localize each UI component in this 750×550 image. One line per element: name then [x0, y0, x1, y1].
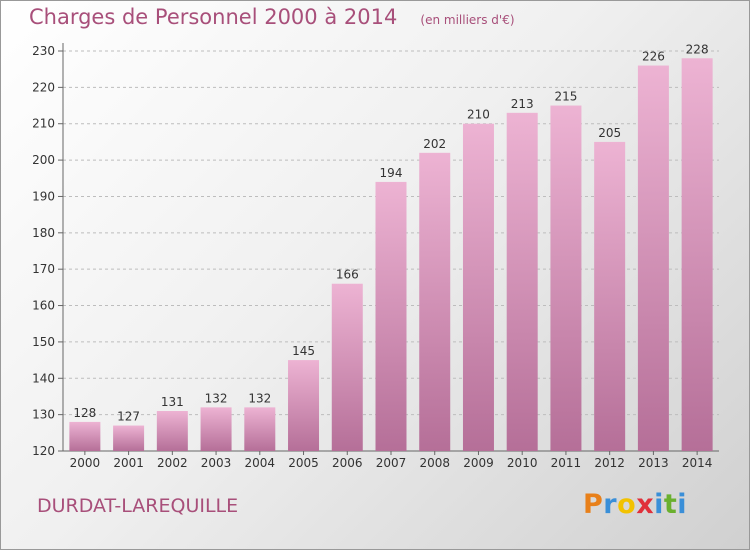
- y-tick-label: 210: [32, 117, 55, 131]
- y-tick-label: 180: [32, 226, 55, 240]
- y-tick-label: 120: [32, 444, 55, 458]
- bar: [506, 112, 538, 452]
- x-tick-label: 2003: [201, 456, 232, 470]
- data-label: 215: [554, 90, 577, 104]
- data-label: 132: [205, 391, 228, 405]
- bar: [156, 411, 188, 451]
- y-tick-label: 140: [32, 371, 55, 385]
- data-label: 132: [248, 391, 271, 405]
- x-tick-label: 2009: [463, 456, 494, 470]
- logo-letter: r: [603, 489, 618, 520]
- logo-letter: x: [636, 489, 655, 520]
- bar: [331, 283, 363, 451]
- x-tick-label: 2013: [638, 456, 669, 470]
- y-tick-label: 170: [32, 262, 55, 276]
- bar: [462, 123, 494, 452]
- bar: [637, 65, 669, 451]
- proxiti-logo: Proxiti: [583, 489, 687, 520]
- data-label: 213: [511, 97, 534, 111]
- data-label: 145: [292, 344, 315, 358]
- bar: [244, 407, 276, 451]
- data-label: 226: [642, 50, 665, 64]
- bar: [200, 407, 232, 451]
- data-label: 202: [423, 137, 446, 151]
- title-row: Charges de Personnel 2000 à 2014 (en mil…: [29, 5, 515, 29]
- bar: [550, 105, 582, 451]
- y-tick-label: 150: [32, 335, 55, 349]
- data-label: 210: [467, 108, 490, 122]
- x-tick-label: 2006: [332, 456, 363, 470]
- y-tick-label: 130: [32, 408, 55, 422]
- data-label: 228: [686, 42, 709, 56]
- x-tick-label: 2004: [245, 456, 276, 470]
- data-label: 205: [598, 126, 621, 140]
- bar: [69, 421, 101, 451]
- x-tick-label: 2014: [682, 456, 713, 470]
- bar: [419, 152, 451, 451]
- bar: [681, 58, 713, 451]
- x-tick-label: 2011: [551, 456, 582, 470]
- logo-letter: t: [663, 489, 678, 520]
- y-tick-label: 190: [32, 189, 55, 203]
- chart-title: Charges de Personnel 2000 à 2014: [29, 5, 398, 29]
- bar: [375, 181, 407, 451]
- x-tick-label: 2012: [594, 456, 625, 470]
- y-tick-label: 220: [32, 80, 55, 94]
- logo-letter: i: [654, 489, 664, 520]
- data-label: 131: [161, 395, 184, 409]
- logo-letter: i: [677, 489, 688, 520]
- bar: [594, 141, 626, 451]
- y-tick-label: 200: [32, 153, 55, 167]
- bar: [113, 425, 145, 451]
- data-label: 128: [73, 406, 96, 420]
- logo-letter: o: [617, 489, 637, 520]
- bar: [288, 360, 320, 451]
- x-tick-label: 2005: [288, 456, 319, 470]
- data-label: 194: [380, 166, 403, 180]
- chart-subtitle: (en milliers d'€): [420, 13, 515, 27]
- logo-letter: P: [583, 489, 604, 520]
- x-tick-label: 2001: [113, 456, 144, 470]
- data-label: 127: [117, 410, 140, 424]
- y-tick-label: 230: [32, 44, 55, 58]
- x-tick-label: 2002: [157, 456, 188, 470]
- x-tick-label: 2010: [507, 456, 538, 470]
- data-label: 166: [336, 268, 359, 282]
- x-tick-label: 2000: [70, 456, 101, 470]
- y-tick-label: 160: [32, 299, 55, 313]
- x-tick-label: 2007: [376, 456, 407, 470]
- city-name: DURDAT-LAREQUILLE: [37, 495, 239, 517]
- x-tick-label: 2008: [419, 456, 450, 470]
